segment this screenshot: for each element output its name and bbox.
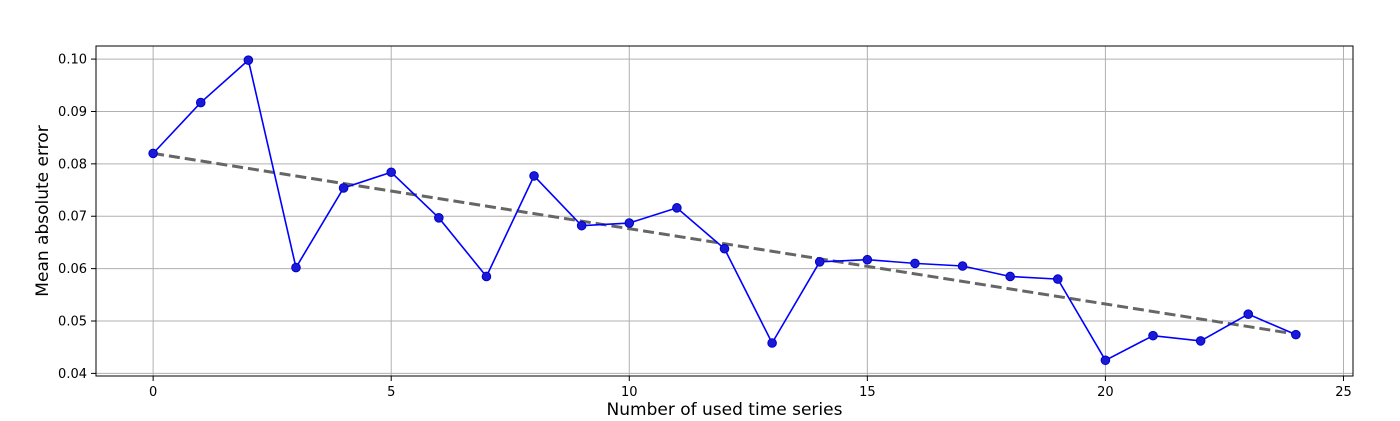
data-point — [1052, 274, 1063, 284]
data-point — [624, 218, 635, 228]
x-tick-label: 25 — [1335, 385, 1352, 400]
data-point — [814, 257, 825, 267]
y-tick-label: 0.07 — [58, 210, 87, 225]
x-axis-ticks: 0 5 10 15 20 25 — [149, 376, 1352, 400]
data-point — [529, 171, 539, 181]
data-point — [672, 203, 682, 213]
series-layer — [148, 55, 1301, 366]
data-point — [434, 213, 444, 223]
grid — [96, 46, 1353, 376]
data-point — [957, 261, 968, 271]
data-point — [195, 97, 206, 108]
x-tick-label: 5 — [387, 385, 395, 400]
x-axis-label: Number of used time series — [607, 400, 843, 420]
y-tick-label: 0.08 — [58, 157, 87, 172]
data-point — [243, 55, 254, 65]
data-point — [1005, 271, 1015, 282]
data-point — [481, 271, 492, 282]
data-point — [1148, 330, 1158, 341]
data-point — [767, 338, 777, 348]
data-point — [1100, 355, 1111, 366]
data-point — [148, 148, 158, 159]
data-point — [386, 167, 397, 178]
data-point — [576, 220, 587, 231]
data-point — [338, 183, 349, 193]
x-tick-label: 15 — [859, 385, 876, 400]
x-tick-label: 20 — [1097, 385, 1114, 400]
data-point — [1243, 309, 1254, 319]
trend-line — [152, 151, 1297, 336]
data-point — [1195, 336, 1206, 346]
data-point — [910, 258, 920, 269]
y-tick-label: 0.04 — [58, 367, 87, 382]
x-tick-label: 10 — [621, 385, 638, 400]
trend-layer — [152, 151, 1297, 336]
plot-frame — [95, 45, 1354, 377]
data-point — [862, 254, 873, 265]
data-point — [1291, 329, 1301, 340]
series-line — [152, 58, 1297, 362]
y-tick-label: 0.06 — [58, 262, 87, 277]
y-axis-label: Mean absolute error — [33, 125, 53, 296]
y-tick-label: 0.09 — [58, 105, 87, 120]
y-axis-ticks: 0.04 0.05 0.06 0.07 0.08 0.09 0.10 — [58, 53, 96, 382]
y-tick-label: 0.10 — [58, 53, 87, 68]
data-point — [291, 262, 301, 273]
x-tick-label: 0 — [149, 385, 157, 400]
y-tick-label: 0.05 — [58, 315, 87, 330]
data-point — [719, 243, 730, 254]
